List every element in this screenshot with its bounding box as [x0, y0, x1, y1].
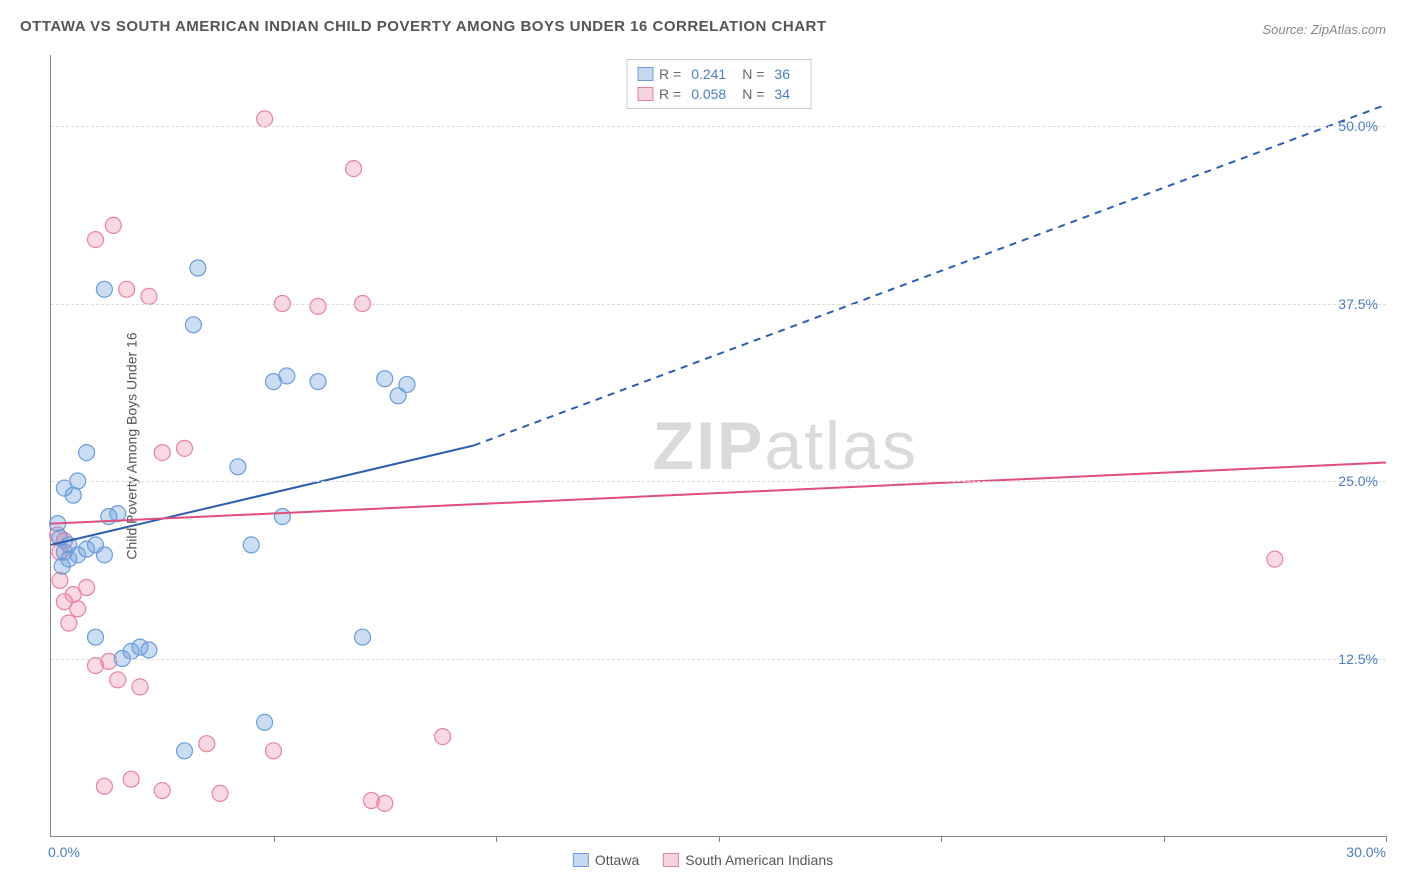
legend-label-sai: South American Indians	[685, 852, 833, 868]
legend-label-ottawa: Ottawa	[595, 852, 639, 868]
correlation-chart: OTTAWA VS SOUTH AMERICAN INDIAN CHILD PO…	[0, 0, 1406, 892]
y-tick-label: 25.0%	[1338, 473, 1378, 489]
legend-item-sai: South American Indians	[663, 852, 833, 868]
legend-series: Ottawa South American Indians	[573, 852, 833, 868]
chart-source: Source: ZipAtlas.com	[1262, 22, 1386, 37]
y-tick-label: 37.5%	[1338, 296, 1378, 312]
x-axis-max-label: 30.0%	[1346, 844, 1386, 860]
legend-stats-ottawa: R = 0.241 N = 36	[637, 64, 800, 84]
legend-stats: R = 0.241 N = 36 R = 0.058 N = 34	[626, 59, 811, 109]
legend-stats-sai: R = 0.058 N = 34	[637, 84, 800, 104]
plot-svg	[51, 55, 1386, 836]
legend-swatch-sai	[637, 87, 653, 101]
y-tick-label: 12.5%	[1338, 651, 1378, 667]
x-axis-min-label: 0.0%	[48, 844, 80, 860]
legend-swatch-sai-2	[663, 853, 679, 867]
legend-swatch-ottawa	[637, 67, 653, 81]
legend-item-ottawa: Ottawa	[573, 852, 639, 868]
y-tick-label: 50.0%	[1338, 118, 1378, 134]
chart-title: OTTAWA VS SOUTH AMERICAN INDIAN CHILD PO…	[20, 18, 827, 35]
plot-area: ZIPatlas R = 0.241 N = 36 R = 0.058 N = …	[50, 55, 1386, 837]
legend-swatch-ottawa-2	[573, 853, 589, 867]
